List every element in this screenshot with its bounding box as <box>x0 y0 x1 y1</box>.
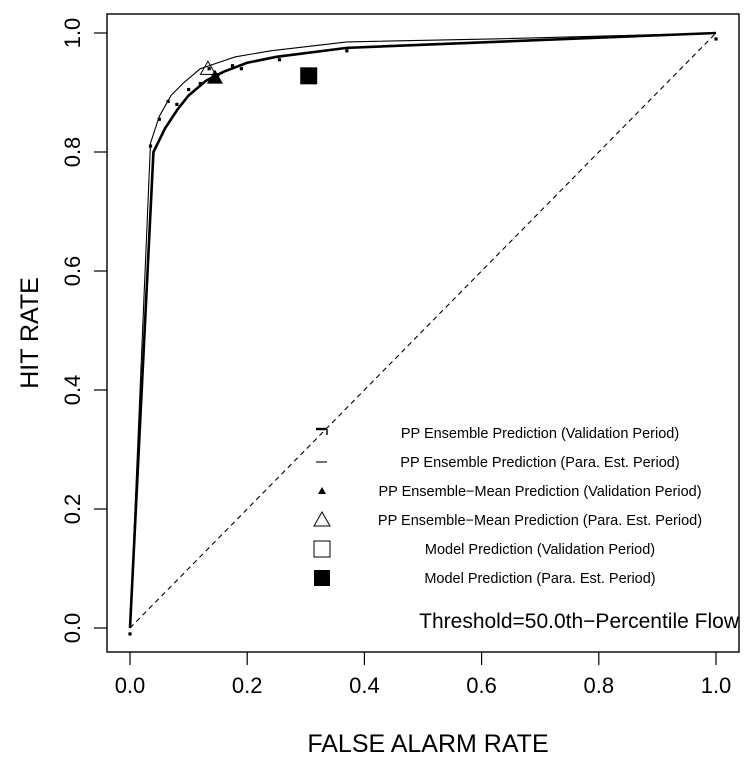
ensemble-dot <box>714 37 718 41</box>
y-tick-label: 0.6 <box>60 256 85 287</box>
x-axis-title: FALSE ALARM RATE <box>307 730 548 758</box>
ensemble-dot <box>345 49 349 53</box>
legend-symbol-filled-triangle <box>318 487 326 494</box>
x-tick-label: 0.4 <box>349 673 380 698</box>
roc-line-series-1 <box>129 32 717 629</box>
y-tick-label: 1.0 <box>60 18 85 49</box>
legend-label: Model Prediction (Para. Est. Period) <box>424 571 655 587</box>
plot-frame <box>106 13 740 653</box>
x-tick-label: 0.6 <box>466 673 497 698</box>
legend: PP Ensemble Prediction (Validation Perio… <box>313 426 702 587</box>
model-para-est-marker <box>300 67 318 85</box>
x-tick-label: 0.2 <box>232 673 263 698</box>
ensemble-dot <box>128 632 132 636</box>
y-axis-title: HIT RATE <box>16 277 44 389</box>
ensemble-dot <box>157 117 161 121</box>
x-tick-label: 0.0 <box>115 673 146 698</box>
legend-label: PP Ensemble−Mean Prediction (Validation … <box>378 484 701 500</box>
legend-symbol-open-square <box>313 540 331 558</box>
diagonal-reference-line <box>129 32 717 629</box>
legend-symbol-open-triangle <box>313 510 331 527</box>
x-tick-label: 1.0 <box>701 673 732 698</box>
series-layer <box>128 31 718 636</box>
axis-ticks: 0.0 0.2 0.4 0.6 0.8 1.0 0.0 0.2 0.4 0.6 0.8 1.0 <box>60 18 731 698</box>
legend-label: PP Ensemble Prediction (Para. Est. Perio… <box>400 455 679 471</box>
ensemble-dot <box>277 58 282 62</box>
ensemble-dot <box>175 102 179 106</box>
ensemble-dot <box>198 81 202 86</box>
y-tick-label: 0.4 <box>60 375 85 406</box>
y-tick-label: 0.8 <box>60 137 85 168</box>
y-tick-label: 0.0 <box>60 613 85 644</box>
threshold-annotation: Threshold=50.0th−Percentile Flow <box>419 610 740 633</box>
legend-label: PP Ensemble−Mean Prediction (Para. Est. … <box>378 513 702 529</box>
ensemble-dot <box>239 67 243 71</box>
ensemble-mean-validation-marker <box>206 69 223 84</box>
y-tick-label: 0.2 <box>60 494 85 525</box>
legend-label: PP Ensemble Prediction (Validation Perio… <box>401 426 679 442</box>
legend-symbol-filled-square <box>314 570 330 586</box>
ensemble-dot <box>187 87 191 92</box>
legend-label: Model Prediction (Validation Period) <box>425 542 655 558</box>
x-tick-label: 0.8 <box>584 673 615 698</box>
ensemble-dot <box>207 67 211 71</box>
ensemble-mean-para-est-marker <box>199 60 217 75</box>
ensemble-dot <box>230 64 235 68</box>
